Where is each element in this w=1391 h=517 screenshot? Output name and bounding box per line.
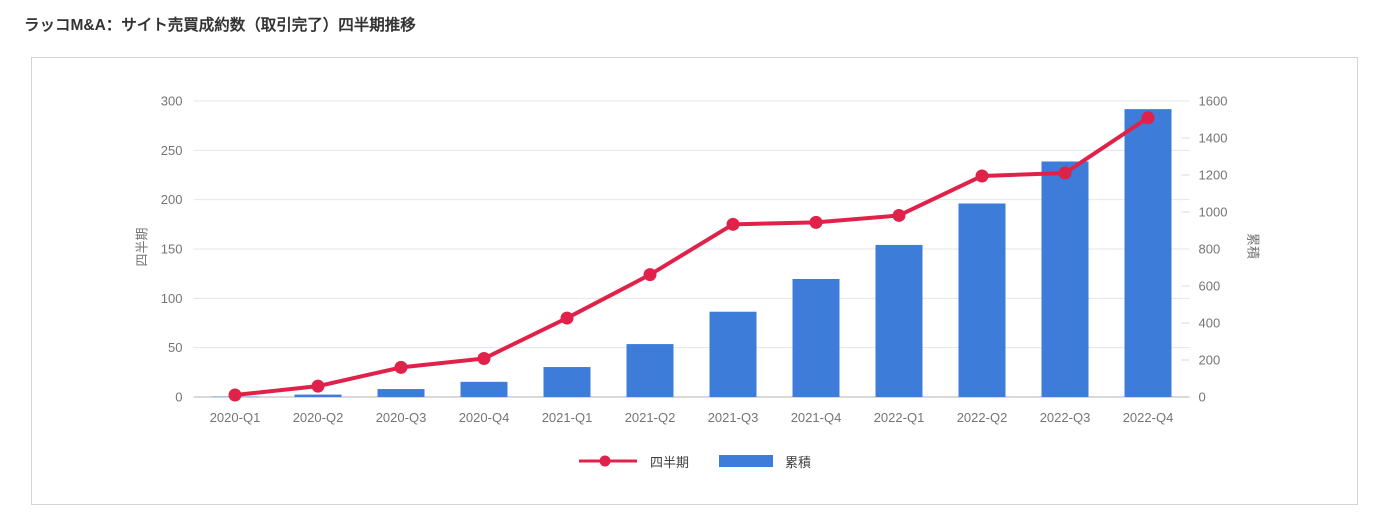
- right-axis-tick-label: 0: [1199, 390, 1206, 405]
- cumulative-bar-2021-Q1[interactable]: [543, 367, 591, 397]
- legend-item-quarterly: 四半期: [578, 452, 689, 471]
- left-axis-tick-label: 100: [161, 291, 183, 306]
- quarterly-point-2021-Q3[interactable]: [726, 217, 740, 231]
- legend-label-quarterly: 四半期: [649, 454, 689, 470]
- left-axis-tick-label: 250: [161, 143, 183, 158]
- page-title: ラッコM&A：サイト売買成約数（取引完了）四半期推移: [24, 17, 416, 34]
- right-axis-tick-label: 1400: [1199, 131, 1228, 146]
- x-axis-category-label: 2020-Q1: [210, 410, 261, 425]
- cumulative-bar-2020-Q4[interactable]: [460, 381, 508, 397]
- x-axis-category-label: 2022-Q1: [874, 410, 925, 425]
- left-axis-tick-label: 0: [175, 390, 182, 405]
- left-axis-tick-label: 150: [161, 242, 183, 257]
- quarterly-point-2020-Q4[interactable]: [477, 352, 491, 366]
- quarterly-line: [233, 115, 1150, 398]
- quarterly-point-2022-Q3[interactable]: [1058, 166, 1072, 180]
- cumulative-bar-2022-Q2[interactable]: [958, 203, 1006, 397]
- x-axis-category-label: 2022-Q4: [1123, 410, 1174, 425]
- right-axis-tick-label: 600: [1199, 279, 1221, 294]
- right-axis-tick-label: 800: [1199, 242, 1221, 257]
- cumulative-bar-2020-Q2[interactable]: [294, 394, 342, 397]
- quarterly-point-2021-Q2[interactable]: [643, 268, 657, 282]
- cumulative-bar-2022-Q1[interactable]: [875, 244, 923, 397]
- x-axis-category-label: 2021-Q3: [708, 410, 759, 425]
- x-axis-category-label: 2020-Q2: [293, 410, 344, 425]
- left-axis-tick-label: 200: [161, 192, 183, 207]
- cumulative-bar-swatch-icon: [719, 455, 773, 467]
- cumulative-bar-2020-Q3[interactable]: [377, 389, 425, 397]
- quarterly-point-2022-Q2[interactable]: [975, 169, 989, 183]
- x-axis-category-label: 2022-Q2: [957, 410, 1008, 425]
- chart-card: 0 50 100 150 200 250 300 0 200 400 600 800 1000 1200 1…: [31, 57, 1358, 505]
- right-axis-tick-label: 1600: [1199, 94, 1228, 109]
- quarterly-point-2021-Q4[interactable]: [809, 215, 823, 229]
- combo-chart-plot-area: 0 50 100 150 200 250 300 0 200 400 600 800 1000 1200 1…: [161, 94, 1228, 426]
- quarterly-point-2020-Q3[interactable]: [394, 360, 408, 374]
- quarterly-point-2021-Q1[interactable]: [560, 311, 574, 325]
- left-axis-title: 四半期: [134, 227, 150, 267]
- x-axis-category-label: 2021-Q1: [542, 410, 593, 425]
- quarterly-point-2020-Q2[interactable]: [311, 379, 325, 393]
- x-axis-category-label: 2021-Q4: [791, 410, 842, 425]
- cumulative-bar-2021-Q4[interactable]: [792, 278, 840, 397]
- right-axis-tick-label: 1200: [1199, 168, 1228, 183]
- quarterly-line-swatch-icon: [578, 455, 637, 467]
- x-axis-category-label: 2020-Q3: [376, 410, 427, 425]
- right-axis-tick-label: 400: [1199, 316, 1221, 331]
- x-axis-category-label: 2022-Q3: [1040, 410, 1091, 425]
- left-axis-tick-label: 50: [168, 340, 182, 355]
- quarterly-point-2020-Q1[interactable]: [228, 388, 242, 402]
- cumulative-bar-2021-Q3[interactable]: [709, 311, 757, 397]
- legend-label-cumulative: 累積: [785, 454, 812, 470]
- right-axis-tick-label: 1000: [1199, 205, 1228, 220]
- left-axis-tick-label: 300: [161, 94, 183, 109]
- cumulative-bar-2022-Q4[interactable]: [1124, 109, 1172, 397]
- x-axis-category-label: 2020-Q4: [459, 410, 510, 425]
- x-axis-category-label: 2021-Q2: [625, 410, 676, 425]
- cumulative-bar-2021-Q2[interactable]: [626, 344, 674, 397]
- cumulative-bar-2022-Q3[interactable]: [1041, 161, 1089, 397]
- chart-legend: 四半期 累積: [32, 452, 1357, 470]
- right-axis-title: 累積: [1245, 232, 1261, 260]
- legend-item-cumulative: 累積: [719, 452, 811, 471]
- right-axis-tick-label: 200: [1199, 353, 1221, 368]
- quarterly-point-2022-Q1[interactable]: [892, 208, 906, 222]
- quarterly-point-2022-Q4[interactable]: [1141, 111, 1155, 125]
